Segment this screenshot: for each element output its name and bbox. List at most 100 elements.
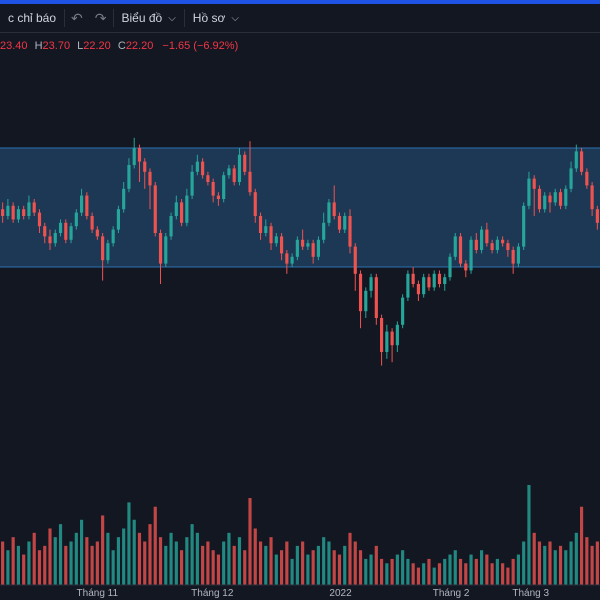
volume-bar bbox=[190, 524, 194, 585]
volume-bar bbox=[148, 524, 152, 585]
candle-body bbox=[490, 243, 494, 250]
volume-bar bbox=[174, 541, 178, 585]
candle-body bbox=[74, 212, 78, 227]
volume-bar bbox=[69, 541, 73, 585]
candle-body bbox=[595, 209, 599, 223]
candle-body bbox=[95, 229, 99, 237]
candle-body bbox=[148, 171, 152, 186]
candle bbox=[474, 233, 478, 254]
volume-bar bbox=[169, 532, 173, 585]
candle-body bbox=[511, 250, 515, 264]
chart-menu-button[interactable]: Biểu đồ ⌵ bbox=[114, 4, 184, 32]
volume-bar bbox=[385, 563, 389, 585]
candle-body bbox=[474, 239, 478, 250]
candle bbox=[516, 243, 520, 267]
candle bbox=[385, 324, 389, 359]
high-key: H bbox=[34, 40, 43, 52]
candle-body bbox=[32, 202, 36, 213]
candle-body bbox=[290, 256, 294, 264]
candle-body bbox=[432, 273, 436, 288]
candle-body bbox=[169, 216, 173, 237]
candle bbox=[427, 273, 431, 291]
candle bbox=[190, 165, 194, 199]
candle-body bbox=[548, 195, 552, 203]
volume-bar bbox=[16, 545, 20, 585]
candle bbox=[101, 233, 105, 281]
candle bbox=[158, 229, 163, 284]
candle-body bbox=[448, 256, 452, 278]
high-value: 23.70 bbox=[42, 40, 71, 52]
candle-body bbox=[237, 154, 242, 182]
volume-bar bbox=[37, 550, 42, 585]
candle bbox=[537, 185, 542, 213]
time-axis-label: Tháng 12 bbox=[191, 588, 234, 599]
volume-bar bbox=[532, 532, 536, 585]
top-accent-strip bbox=[0, 0, 600, 4]
candle bbox=[380, 314, 384, 366]
time-axis-label: 2022 bbox=[329, 588, 352, 599]
candle bbox=[201, 158, 205, 179]
volume-bar bbox=[269, 537, 273, 585]
volume-bar bbox=[164, 545, 168, 585]
volume-bar bbox=[364, 558, 368, 585]
candle bbox=[448, 253, 452, 281]
open-value: 23.40 bbox=[0, 40, 28, 52]
candle-body bbox=[590, 185, 594, 210]
candle-body bbox=[101, 236, 105, 261]
candle bbox=[216, 192, 220, 206]
candle-body bbox=[143, 161, 147, 172]
candle bbox=[569, 161, 573, 193]
volume-bar bbox=[437, 563, 442, 585]
candle-body bbox=[543, 195, 547, 210]
candle bbox=[232, 165, 236, 186]
profile-menu-button[interactable]: Hồ sơ ⌵ bbox=[185, 4, 247, 32]
candle bbox=[506, 239, 510, 257]
candle bbox=[243, 151, 247, 176]
volume-bar bbox=[469, 554, 473, 585]
time-axis-layer: Tháng 11 Tháng 12 2022 Tháng 2 Tháng 3 bbox=[0, 584, 600, 600]
candle bbox=[174, 195, 178, 220]
volume-bar bbox=[48, 528, 52, 585]
candle-body bbox=[369, 277, 373, 291]
candle bbox=[69, 222, 73, 244]
volume-bar bbox=[485, 554, 489, 585]
candle bbox=[490, 239, 494, 254]
candle-body bbox=[385, 331, 389, 352]
candle bbox=[453, 233, 457, 261]
candle-body bbox=[322, 222, 326, 240]
indicators-button[interactable]: c chỉ báo bbox=[0, 4, 64, 32]
candle bbox=[180, 199, 184, 227]
volume-bar bbox=[343, 545, 347, 585]
redo-icon[interactable]: ↷ bbox=[94, 9, 107, 26]
candle-body bbox=[80, 195, 84, 213]
volume-bar bbox=[337, 554, 342, 585]
candle bbox=[585, 168, 589, 189]
candle bbox=[527, 171, 531, 210]
volume-bar bbox=[395, 554, 399, 585]
candle bbox=[127, 158, 131, 193]
candle bbox=[495, 236, 499, 254]
candle-body bbox=[337, 216, 342, 230]
candle bbox=[558, 188, 563, 210]
candle-body bbox=[464, 263, 468, 271]
candle-body bbox=[116, 209, 120, 230]
candle bbox=[401, 294, 405, 329]
undo-icon[interactable]: ↶ bbox=[71, 9, 83, 26]
candle bbox=[580, 148, 584, 176]
candle bbox=[153, 182, 157, 237]
volume-bar bbox=[495, 558, 499, 585]
candle-body bbox=[285, 253, 289, 264]
candle-body bbox=[437, 273, 442, 284]
candle-body bbox=[22, 209, 26, 216]
volume-bar bbox=[480, 550, 484, 585]
candle-body bbox=[27, 202, 31, 216]
candle-body bbox=[64, 222, 68, 240]
candle bbox=[311, 239, 315, 264]
candle bbox=[332, 185, 336, 220]
volume-bar bbox=[411, 563, 415, 585]
candle bbox=[306, 239, 310, 250]
candle bbox=[564, 185, 568, 210]
volume-bar bbox=[443, 558, 447, 585]
volume-bar bbox=[195, 532, 199, 585]
